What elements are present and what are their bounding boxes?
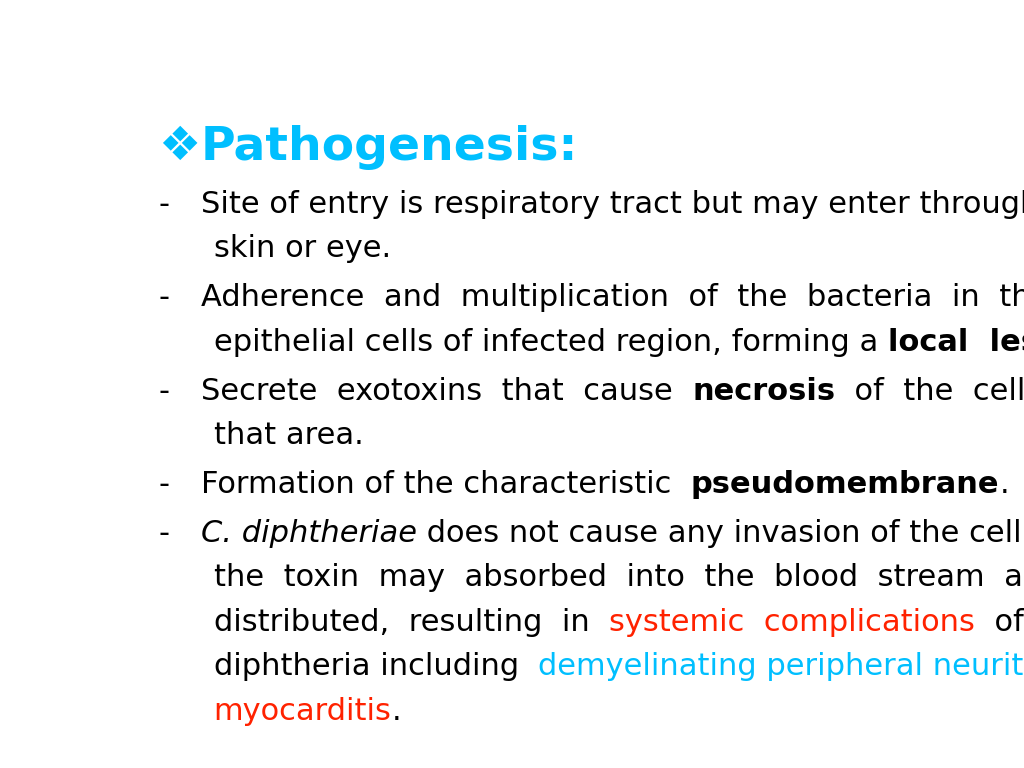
Text: that area.: that area. [214,421,364,450]
Text: Pathogenesis:: Pathogenesis: [201,124,578,170]
Text: epithelial cells of infected region, forming a: epithelial cells of infected region, for… [214,327,888,356]
Text: distributed,  resulting  in: distributed, resulting in [214,607,609,637]
Text: -: - [158,519,169,548]
Text: of: of [975,607,1024,637]
Text: the  toxin  may  absorbed  into  the  blood  stream  and: the toxin may absorbed into the blood st… [214,564,1024,592]
Text: demyelinating peripheral neuritis: demyelinating peripheral neuritis [539,652,1024,681]
Text: of  the  cells  in: of the cells in [836,376,1024,406]
Text: Adherence  and  multiplication  of  the  bacteria  in  the: Adherence and multiplication of the bact… [201,283,1024,312]
Text: diphtheria including: diphtheria including [214,652,539,681]
Text: -: - [158,376,169,406]
Text: Site of entry is respiratory tract but may enter through: Site of entry is respiratory tract but m… [201,190,1024,219]
Text: ❖: ❖ [158,124,201,170]
Text: -: - [158,470,169,499]
Text: .: . [999,470,1009,499]
Text: -: - [158,190,169,219]
Text: myocarditis: myocarditis [214,697,391,726]
Text: does not cause any invasion of the cell, but: does not cause any invasion of the cell,… [417,519,1024,548]
Text: local  lesion: local lesion [888,327,1024,356]
Text: -: - [158,283,169,312]
Text: necrosis: necrosis [692,376,836,406]
Text: Secrete  exotoxins  that  cause: Secrete exotoxins that cause [201,376,692,406]
Text: pseudomembrane: pseudomembrane [691,470,999,499]
Text: C. diphtheriae: C. diphtheriae [201,519,417,548]
Text: Formation of the characteristic: Formation of the characteristic [201,470,691,499]
Text: systemic  complications: systemic complications [609,607,975,637]
Text: skin or eye.: skin or eye. [214,234,391,263]
Text: .: . [391,697,401,726]
